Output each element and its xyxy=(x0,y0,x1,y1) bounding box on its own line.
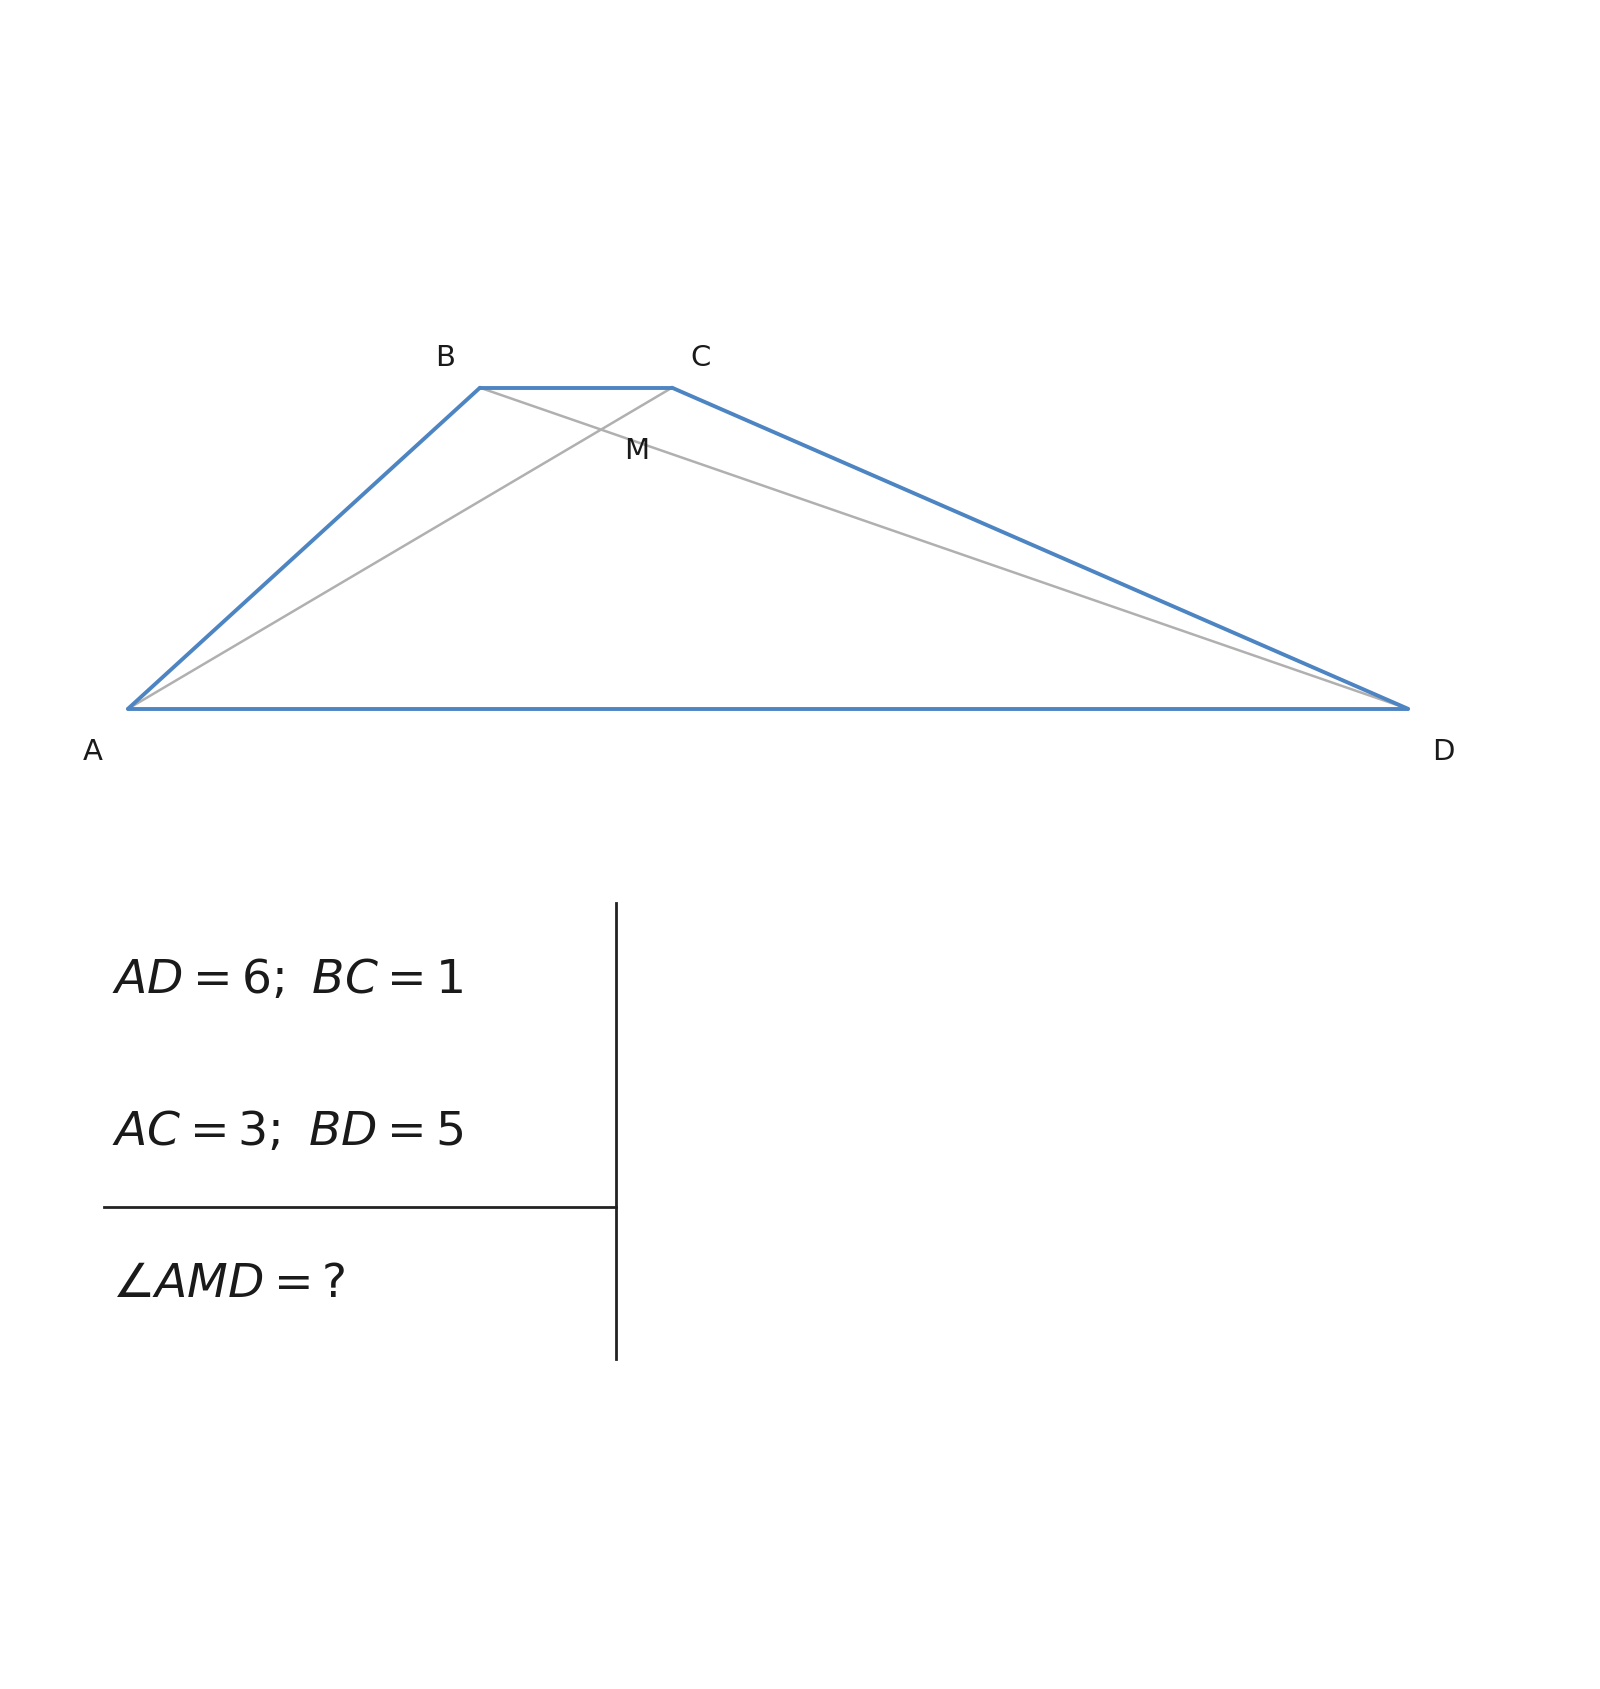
Text: C: C xyxy=(691,345,710,372)
Text: $\angle \mathit{AMD} = ?$: $\angle \mathit{AMD} = ?$ xyxy=(112,1262,346,1306)
Text: $\mathit{AC} = 3;\ \mathit{BD} = 5$: $\mathit{AC} = 3;\ \mathit{BD} = 5$ xyxy=(112,1110,462,1154)
Text: D: D xyxy=(1432,738,1454,765)
Text: A: A xyxy=(83,738,102,765)
Text: $\mathit{AD} = 6;\ \mathit{BC} = 1$: $\mathit{AD} = 6;\ \mathit{BC} = 1$ xyxy=(112,958,462,1002)
Text: M: M xyxy=(624,436,650,464)
Text: B: B xyxy=(435,345,454,372)
